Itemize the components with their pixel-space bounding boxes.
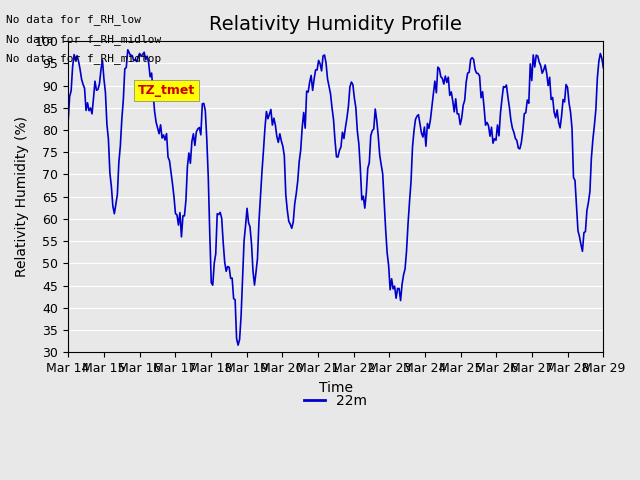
Title: Relativity Humidity Profile: Relativity Humidity Profile [209, 15, 462, 34]
Text: No data for f_RH_low: No data for f_RH_low [6, 14, 141, 25]
Legend: 22m: 22m [299, 389, 372, 414]
22m [253, 256, 261, 262]
22m [64, 118, 72, 124]
Line: 22m: 22m [68, 50, 604, 345]
Text: No data for f_RH_midtop: No data for f_RH_midtop [6, 53, 162, 64]
22m [124, 47, 132, 53]
22m [225, 264, 233, 270]
22m [234, 342, 242, 348]
22m [244, 220, 252, 226]
Text: TZ_tmet: TZ_tmet [138, 84, 195, 97]
Text: No data for f_RH_midlow: No data for f_RH_midlow [6, 34, 162, 45]
22m [301, 125, 309, 131]
22m [573, 204, 580, 209]
22m [600, 65, 607, 71]
22m [131, 57, 139, 62]
Y-axis label: Relativity Humidity (%): Relativity Humidity (%) [15, 116, 29, 277]
X-axis label: Time: Time [319, 381, 353, 395]
